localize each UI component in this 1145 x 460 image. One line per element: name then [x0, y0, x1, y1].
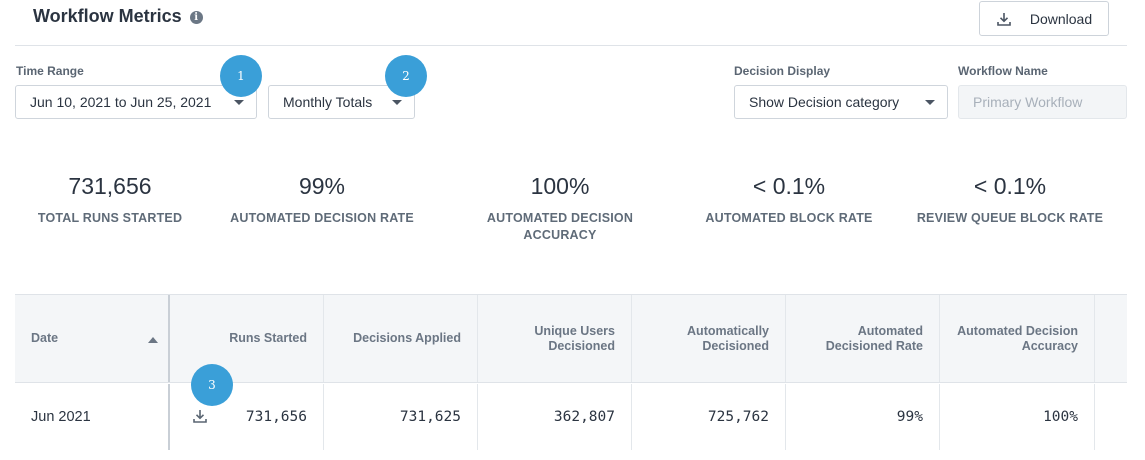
metric-value: 99%	[298, 173, 346, 199]
cell-value: 731,656	[245, 409, 307, 425]
download-label: Download	[1029, 10, 1093, 27]
time-range-value: Jun 10, 2021 to Jun 25, 2021	[30, 94, 212, 110]
workflow-name-placeholder: Primary Workflow	[973, 94, 1083, 110]
metric-value: 731,656	[68, 173, 152, 199]
decision-display-select[interactable]: Show Decision category	[734, 85, 948, 119]
time-range-select[interactable]: Jun 10, 2021 to Jun 25, 2021	[15, 85, 257, 119]
metric-total-runs: 731,656 TOTAL RUNS STARTED	[20, 172, 200, 227]
metric-automated-decision-accuracy: 100% AUTOMATED DECISION ACCURACY	[475, 172, 645, 244]
column-header-label: Automatically Decisioned	[687, 323, 769, 353]
workflow-name-field[interactable]: Primary Workflow	[958, 85, 1127, 119]
metrics-table: Date Runs Started Decisions Applied Uniq…	[15, 294, 1127, 450]
download-icon[interactable]	[192, 408, 208, 424]
header-divider	[15, 45, 1127, 46]
cell-date: Jun 2021	[15, 384, 170, 450]
page-title: Workflow Metrics i	[33, 6, 203, 27]
cell-automated-decision-accuracy: 100%	[940, 384, 1095, 450]
decision-display-value: Show Decision category	[749, 94, 900, 110]
column-header-automatically-decisioned[interactable]: Automatically Decisioned	[632, 295, 786, 382]
column-header-label: Runs Started	[229, 331, 307, 345]
column-header-date[interactable]: Date	[15, 295, 170, 382]
time-range-label: Time Range	[16, 64, 84, 78]
cell-decisions-applied: 731,625	[324, 384, 478, 450]
column-header-label: Date	[31, 331, 59, 345]
metric-value: 100%	[530, 173, 590, 199]
metric-value: < 0.1%	[752, 173, 826, 199]
column-header-decisions-applied[interactable]: Decisions Applied	[324, 295, 478, 382]
download-button[interactable]: Download	[979, 1, 1109, 36]
column-header-unique-users[interactable]: Unique Users Decisioned	[478, 295, 632, 382]
chevron-down-icon	[925, 100, 935, 105]
step-marker-1: 1	[220, 55, 262, 97]
step-marker-3: 3	[191, 364, 233, 406]
metric-label: REVIEW QUEUE BLOCK RATE	[916, 211, 1104, 225]
column-header-automated-decisioned-rate[interactable]: Automated Decisioned Rate	[786, 295, 940, 382]
aggregation-value: Monthly Totals	[283, 94, 373, 110]
table-row: Jun 2021 731,656 731,625 362,807 725,762…	[15, 384, 1127, 450]
metric-label: AUTOMATED DECISION RATE	[230, 211, 414, 225]
info-icon[interactable]: i	[189, 11, 203, 24]
metric-review-queue-block-rate: < 0.1% REVIEW QUEUE BLOCK RATE	[910, 172, 1110, 227]
cell-unique-users: 362,807	[478, 384, 632, 450]
sort-ascending-icon[interactable]	[148, 337, 158, 343]
chevron-down-icon	[234, 100, 244, 105]
metric-automated-block-rate: < 0.1% AUTOMATED BLOCK RATE	[693, 172, 885, 227]
metric-label: AUTOMATED BLOCK RATE	[705, 211, 873, 225]
decision-display-label: Decision Display	[734, 64, 831, 78]
metric-label: AUTOMATED DECISION ACCURACY	[486, 211, 634, 242]
table-header: Date Runs Started Decisions Applied Uniq…	[15, 295, 1127, 383]
cell-automated-decisioned-rate: 99%	[786, 384, 940, 450]
step-marker-2: 2	[385, 55, 427, 97]
workflow-name-label: Workflow Name	[958, 64, 1048, 78]
metric-label: TOTAL RUNS STARTED	[37, 211, 183, 225]
chevron-down-icon	[392, 100, 402, 105]
column-header-automated-decision-accuracy[interactable]: Automated Decision Accuracy	[940, 295, 1095, 382]
metric-automated-decision-rate: 99% AUTOMATED DECISION RATE	[222, 172, 422, 227]
cell-automatically-decisioned: 725,762	[632, 384, 786, 450]
column-header-label: Unique Users Decisioned	[534, 323, 615, 353]
column-header-label: Automated Decisioned Rate	[825, 323, 923, 353]
page-title-text: Workflow Metrics	[33, 6, 182, 26]
column-header-label: Decisions Applied	[353, 331, 461, 345]
column-header-runs-started[interactable]: Runs Started	[170, 295, 324, 382]
download-icon	[997, 12, 1011, 26]
column-header-label: Automated Decision Accuracy	[957, 323, 1078, 353]
metric-value: < 0.1%	[973, 173, 1047, 199]
cell-runs-started: 731,656	[170, 384, 324, 450]
